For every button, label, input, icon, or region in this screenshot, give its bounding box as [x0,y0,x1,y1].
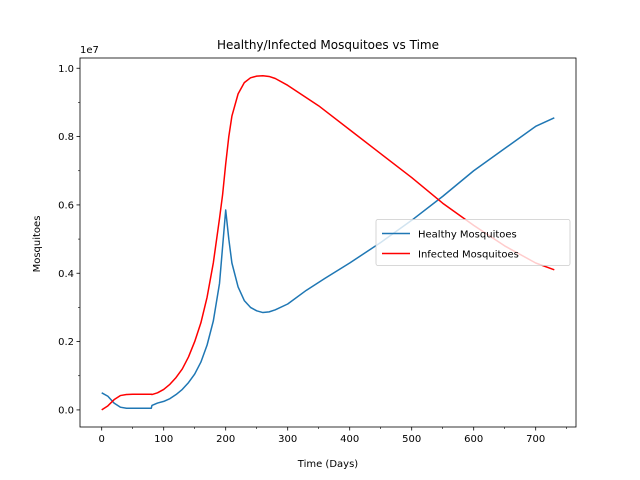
y-tick-label: 1.0 [58,64,74,75]
legend-box [375,219,571,266]
y-axis: 0.0 0.2 0.4 0.6 0.8 1.0 [58,64,80,416]
x-tick-label: 200 [216,434,235,445]
y-tick-label: 0.6 [58,200,74,211]
legend-label: Healthy Mosquitoes [418,230,517,241]
x-tick-label: 0 [99,434,105,445]
x-tick-label: 100 [154,434,173,445]
x-tick-label: 600 [464,434,483,445]
y-axis-label: Mosquitoes [32,216,43,273]
x-tick-label: 400 [340,434,359,445]
x-tick-label: 500 [402,434,421,445]
plot-frame [79,57,577,428]
y-tick-label: 0.2 [58,337,74,348]
series-line-infected [101,75,555,411]
y-tick-label: 0.0 [58,405,74,416]
x-tick-label: 300 [278,434,297,445]
legend: Healthy Mosquitoes Infected Mosquitoes [375,219,571,266]
legend-label: Infected Mosquitoes [418,250,519,261]
series-line-healthy [101,117,555,409]
x-tick-label: 700 [526,434,545,445]
y-axis-offset-text: 1e7 [80,45,99,56]
y-tick-label: 0.4 [58,269,74,280]
chart-title: Healthy/Infected Mosquitoes vs Time [217,38,439,52]
series-layer [101,75,555,411]
y-tick-label: 0.8 [58,132,74,143]
x-axis: 0 100 200 300 400 500 600 700 [99,427,568,445]
x-axis-label: Time (Days) [297,459,359,470]
